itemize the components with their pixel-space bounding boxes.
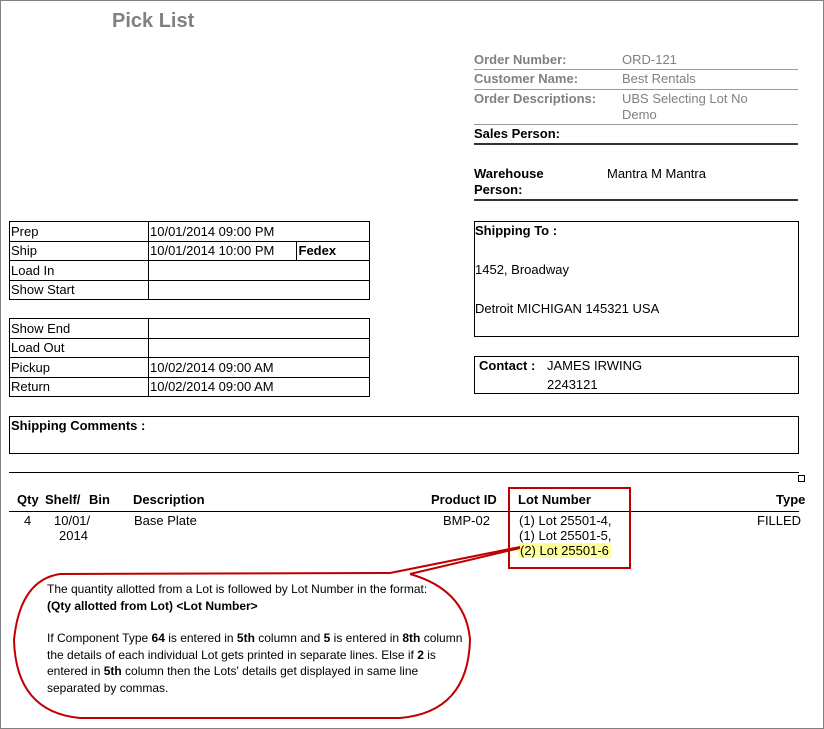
- order-desc-label: Order Descriptions:: [474, 91, 597, 106]
- shipping-comments-box: Shipping Comments :: [9, 416, 799, 454]
- schedule-label: Pickup: [9, 357, 149, 378]
- warehouse-person-value: Mantra M Mantra: [607, 166, 706, 181]
- text: If Component Type: [47, 631, 152, 645]
- schedule-row: Load In: [9, 260, 370, 281]
- callout-format: (Qty allotted from Lot) <Lot Number>: [47, 598, 258, 613]
- divider: [9, 472, 799, 473]
- cell-lot: (1) Lot 25501-5,: [519, 528, 612, 543]
- order-number-value: ORD-121: [622, 52, 677, 67]
- divider: [474, 199, 798, 201]
- customer-name-value: Best Rentals: [622, 71, 696, 86]
- col-description: Description: [133, 492, 205, 507]
- schedule-value: 10/02/2014 09:00 AM: [148, 357, 370, 378]
- text-bold: 5th: [103, 664, 122, 678]
- schedule-label: Show Start: [9, 279, 149, 300]
- order-desc-value: UBS Selecting Lot No: [622, 91, 748, 106]
- cell-description: Base Plate: [134, 513, 197, 528]
- text-bold: 5: [323, 631, 331, 645]
- callout-paragraph: The quantity allotted from a Lot is foll…: [47, 582, 428, 596]
- schedule-row: Return 10/02/2014 09:00 AM: [9, 376, 370, 397]
- text: is entered in: [330, 631, 403, 645]
- text-bold: 64: [151, 631, 165, 645]
- contact-label: Contact :: [479, 358, 536, 373]
- lot-number-highlight-box: [508, 487, 631, 569]
- warehouse-label: Warehouse: [474, 166, 544, 181]
- col-lot-number: Lot Number: [518, 492, 591, 507]
- shipping-to-box: Shipping To : 1452, Broadway Detroit MIC…: [474, 221, 799, 337]
- cell-product-id: BMP-02: [443, 513, 490, 528]
- order-desc-value-2: Demo: [622, 107, 657, 122]
- cell-type: FILLED: [757, 513, 802, 528]
- contact-box: Contact : JAMES IRWING 2243121: [474, 356, 799, 394]
- resize-handle[interactable]: [798, 475, 805, 482]
- shipping-address-line1: 1452, Broadway: [475, 262, 569, 277]
- text-bold: 8th: [402, 631, 421, 645]
- contact-phone: 2243121: [547, 377, 598, 392]
- text-bold: 2: [417, 647, 424, 662]
- carrier: Fedex: [295, 242, 336, 262]
- col-shelf: Shelf/: [45, 492, 81, 507]
- divider: [474, 89, 798, 90]
- col-product-id: Product ID: [431, 492, 497, 507]
- text: column then the Lots' details get displa…: [47, 664, 419, 695]
- schedule-table-2: Show End Load Out Pickup 10/02/2014 09:00…: [9, 318, 370, 397]
- cell-shelf-2: 2014: [59, 528, 88, 543]
- shipping-to-label: Shipping To :: [475, 223, 558, 238]
- text: column the details of each individual Lo…: [47, 631, 463, 662]
- schedule-value: 10/01/2014 10:00 PM: [150, 243, 275, 259]
- contact-name: JAMES IRWING: [547, 358, 643, 373]
- schedule-row: Show Start: [9, 279, 370, 300]
- order-number-label: Order Number:: [474, 52, 567, 67]
- text: column and: [254, 631, 324, 645]
- schedule-row: Show End: [9, 318, 370, 339]
- divider: [9, 511, 799, 512]
- customer-name-label: Customer Name:: [474, 71, 579, 86]
- callout-bubble: [12, 572, 472, 719]
- schedule-value: 10/02/2014 09:00 AM: [148, 376, 370, 397]
- text: is entered in: [164, 631, 237, 645]
- schedule-row: Pickup 10/02/2014 09:00 AM: [9, 357, 370, 378]
- col-bin: Bin: [89, 492, 110, 507]
- callout-paragraph-2: If Component Type 64 is entered in 5th c…: [47, 630, 467, 696]
- sales-person-label: Sales Person:: [474, 126, 560, 141]
- warehouse-label-2: Person:: [474, 182, 523, 197]
- divider: [474, 69, 798, 70]
- cell-lot: (1) Lot 25501-4,: [519, 513, 612, 528]
- divider: [474, 124, 798, 125]
- cell-qty: 4: [24, 513, 32, 528]
- text-bold: 5th: [236, 631, 255, 645]
- cell-shelf: 10/01/: [54, 513, 91, 528]
- text: is entered in: [47, 647, 436, 679]
- col-type: Type: [776, 492, 806, 507]
- callout-pointer: [389, 546, 521, 575]
- shipping-comments-label: Shipping Comments :: [11, 418, 146, 433]
- divider: [474, 143, 798, 145]
- schedule-label: Load Out: [9, 337, 149, 358]
- cell-lot-highlighted: (2) Lot 25501-6: [518, 543, 611, 558]
- shipping-address-line2: Detroit MICHIGAN 145321 USA: [475, 301, 660, 316]
- schedule-table-1: Prep 10/01/2014 09:00 PM Ship 10/01/2014 1…: [9, 221, 370, 300]
- callout-text: The quantity allotted from a Lot is foll…: [47, 581, 467, 696]
- schedule-label: Prep: [9, 221, 149, 242]
- page-title: Pick List: [112, 10, 195, 32]
- col-qty: Qty: [17, 492, 39, 507]
- schedule-value: [148, 279, 370, 300]
- schedule-row: Prep 10/01/2014 09:00 PM: [9, 221, 370, 242]
